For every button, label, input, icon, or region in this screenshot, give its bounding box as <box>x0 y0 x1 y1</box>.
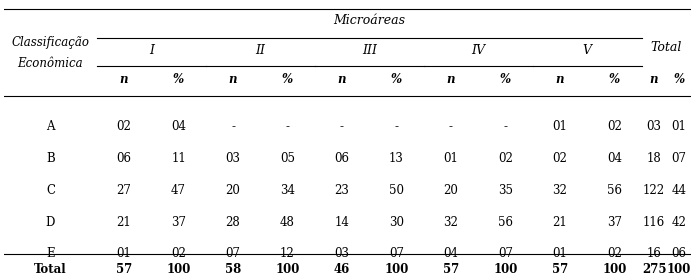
Text: 13: 13 <box>389 152 404 165</box>
Text: 122: 122 <box>643 184 665 197</box>
Text: II: II <box>255 44 265 57</box>
Text: 07: 07 <box>498 247 513 260</box>
Text: 01: 01 <box>553 247 567 260</box>
Text: 01: 01 <box>671 120 686 133</box>
Text: n: n <box>338 73 346 86</box>
Text: 58: 58 <box>225 263 241 276</box>
Text: 05: 05 <box>280 152 295 165</box>
Text: n: n <box>556 73 564 86</box>
Text: 56: 56 <box>498 216 513 229</box>
Text: 03: 03 <box>334 247 350 260</box>
Text: %: % <box>500 73 511 86</box>
Text: 57: 57 <box>116 263 132 276</box>
Text: 42: 42 <box>671 216 686 229</box>
Text: Econômica: Econômica <box>17 57 83 70</box>
Text: 01: 01 <box>553 120 567 133</box>
Text: IV: IV <box>471 44 485 57</box>
Text: -: - <box>286 120 290 133</box>
Text: 37: 37 <box>171 216 186 229</box>
Text: n: n <box>447 73 455 86</box>
Text: -: - <box>231 120 235 133</box>
Text: -: - <box>449 120 453 133</box>
Text: A: A <box>46 120 55 133</box>
Text: 02: 02 <box>553 152 567 165</box>
Text: 37: 37 <box>607 216 622 229</box>
Text: 02: 02 <box>607 120 622 133</box>
Text: 03: 03 <box>225 152 240 165</box>
Text: Microáreas: Microáreas <box>333 14 405 28</box>
Text: Total: Total <box>34 263 67 276</box>
Text: 01: 01 <box>443 152 459 165</box>
Text: n: n <box>650 73 658 86</box>
Text: 30: 30 <box>389 216 404 229</box>
Text: 02: 02 <box>498 152 513 165</box>
Text: III: III <box>361 44 377 57</box>
Text: 21: 21 <box>117 216 131 229</box>
Text: %: % <box>282 73 293 86</box>
Text: 100: 100 <box>603 263 627 276</box>
Text: 32: 32 <box>553 184 567 197</box>
Text: -: - <box>340 120 344 133</box>
Text: 04: 04 <box>607 152 622 165</box>
Text: %: % <box>391 73 402 86</box>
Text: 100: 100 <box>166 263 190 276</box>
Text: 275: 275 <box>641 263 667 276</box>
Text: 100: 100 <box>493 263 518 276</box>
Text: n: n <box>120 73 129 86</box>
Text: 16: 16 <box>646 247 662 260</box>
Text: I: I <box>149 44 154 57</box>
Text: 01: 01 <box>117 247 131 260</box>
Text: %: % <box>609 73 620 86</box>
Text: 100: 100 <box>275 263 300 276</box>
Text: B: B <box>46 152 55 165</box>
Text: 23: 23 <box>334 184 350 197</box>
Text: 56: 56 <box>607 184 622 197</box>
Text: 18: 18 <box>646 152 662 165</box>
Text: 11: 11 <box>171 152 186 165</box>
Text: 02: 02 <box>117 120 131 133</box>
Text: 100: 100 <box>667 263 691 276</box>
Text: 46: 46 <box>334 263 350 276</box>
Text: %: % <box>673 73 685 86</box>
Text: C: C <box>46 184 55 197</box>
Text: %: % <box>173 73 184 86</box>
Text: 28: 28 <box>226 216 240 229</box>
Text: 47: 47 <box>171 184 186 197</box>
Text: 07: 07 <box>671 152 686 165</box>
Text: -: - <box>395 120 398 133</box>
Text: 07: 07 <box>389 247 404 260</box>
Text: V: V <box>582 44 591 57</box>
Text: 06: 06 <box>117 152 131 165</box>
Text: 57: 57 <box>443 263 459 276</box>
Text: 06: 06 <box>334 152 350 165</box>
Text: 116: 116 <box>643 216 665 229</box>
Text: 04: 04 <box>171 120 186 133</box>
Text: 14: 14 <box>334 216 350 229</box>
Text: 03: 03 <box>646 120 662 133</box>
Text: 04: 04 <box>443 247 459 260</box>
Text: 100: 100 <box>384 263 409 276</box>
Text: -: - <box>503 120 507 133</box>
Text: 20: 20 <box>226 184 240 197</box>
Text: 02: 02 <box>171 247 186 260</box>
Text: 57: 57 <box>552 263 568 276</box>
Text: 35: 35 <box>498 184 513 197</box>
Text: D: D <box>46 216 55 229</box>
Text: 20: 20 <box>443 184 459 197</box>
Text: 48: 48 <box>280 216 295 229</box>
Text: 50: 50 <box>389 184 404 197</box>
Text: E: E <box>46 247 55 260</box>
Text: Total: Total <box>651 41 682 54</box>
Text: 21: 21 <box>553 216 567 229</box>
Text: 12: 12 <box>280 247 295 260</box>
Text: 07: 07 <box>225 247 240 260</box>
Text: 02: 02 <box>607 247 622 260</box>
Text: n: n <box>229 73 237 86</box>
Text: 32: 32 <box>443 216 459 229</box>
Text: Classificação: Classificação <box>11 36 90 49</box>
Text: 27: 27 <box>117 184 131 197</box>
Text: 06: 06 <box>671 247 686 260</box>
Text: 34: 34 <box>280 184 295 197</box>
Text: 44: 44 <box>671 184 686 197</box>
